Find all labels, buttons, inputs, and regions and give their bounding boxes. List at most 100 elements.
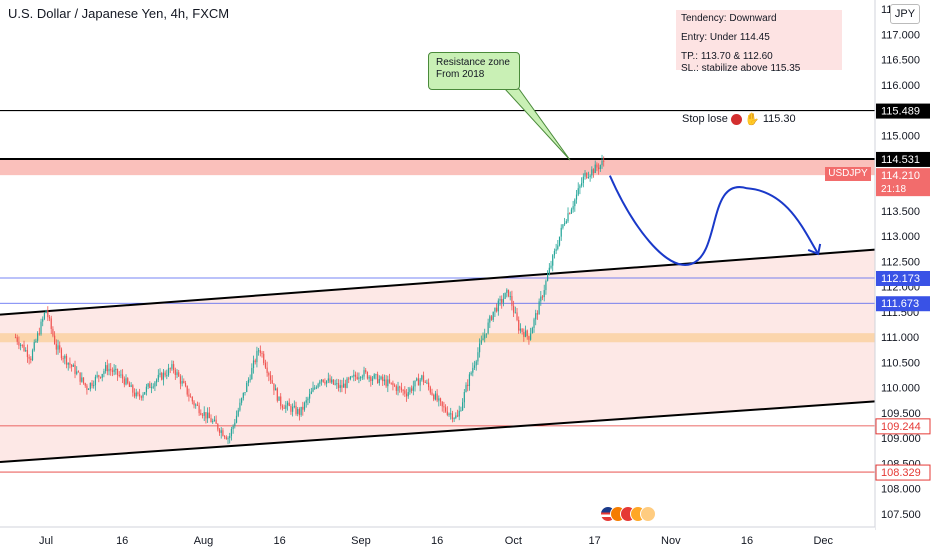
candle-body — [133, 392, 136, 397]
candle-body — [473, 365, 476, 368]
candle-body — [371, 378, 374, 381]
candle-body — [589, 175, 591, 178]
candle-body — [317, 383, 319, 388]
candle-body — [555, 248, 557, 251]
candle-body — [477, 352, 479, 362]
candle-body — [176, 372, 178, 375]
candle-body — [405, 393, 408, 397]
candle-body — [300, 406, 302, 415]
candle-body — [448, 413, 450, 415]
candle-body — [244, 392, 246, 394]
callout-line-1: Resistance zone — [436, 57, 510, 68]
info-sl: SL.: stabilize above 115.35 — [681, 63, 801, 74]
candle-body — [531, 327, 533, 334]
candle-body — [603, 160, 605, 162]
candle-body — [307, 398, 309, 401]
candle-body — [496, 307, 498, 312]
candle-body — [45, 310, 47, 314]
price-tag — [876, 168, 930, 197]
candle-body — [439, 398, 442, 402]
candle-body — [470, 372, 472, 375]
candle-body — [441, 401, 443, 407]
candle-body — [451, 413, 454, 420]
candle-body — [276, 388, 278, 401]
candle-body — [368, 376, 370, 379]
candle-body — [275, 388, 277, 391]
candle-body — [319, 381, 321, 384]
resistance-callout[interactable]: Resistance zone From 2018 — [428, 52, 520, 90]
candle-body — [57, 345, 59, 350]
candle-body — [190, 396, 192, 398]
chart-title: U.S. Dollar / Japanese Yen, 4h, FXCM — [8, 6, 230, 21]
y-tick-label: 109.000 — [881, 433, 921, 445]
x-tick-label: 16 — [274, 535, 286, 547]
candle-body — [416, 378, 418, 381]
y-tick-label: 107.500 — [881, 509, 921, 521]
candle-body — [480, 340, 482, 344]
x-tick-labels: Jul 16 Aug 16 Sep 16 Oct 17 Nov 16 Dec — [39, 535, 834, 547]
candle-body — [530, 333, 532, 340]
candle-body — [421, 375, 423, 380]
channel-upper-line — [0, 248, 876, 316]
candle-body — [397, 386, 399, 391]
candle-body — [511, 296, 513, 306]
currency-button[interactable]: JPY — [890, 4, 920, 24]
candle-body — [349, 376, 352, 380]
candle-body — [28, 357, 30, 359]
candle-body — [246, 382, 248, 393]
callout-line-2: From 2018 — [436, 69, 485, 80]
event-flags[interactable] — [600, 506, 656, 522]
candle-body — [98, 375, 100, 377]
candle-body — [343, 383, 345, 388]
candle-body — [239, 402, 241, 411]
candle-body — [84, 383, 86, 386]
candle-body — [348, 378, 350, 380]
candle-body — [208, 412, 210, 419]
candle-body — [419, 379, 421, 386]
candle-body — [558, 236, 561, 246]
candle-body — [220, 430, 222, 433]
candle-body — [207, 412, 209, 419]
candle-body — [86, 385, 88, 390]
candle-body — [191, 397, 193, 402]
price-tag-label: 114.531 — [881, 154, 920, 166]
candle-body — [184, 383, 187, 386]
candle-body — [373, 374, 375, 379]
candle-body — [324, 381, 326, 384]
candle-body — [334, 383, 336, 385]
candle-body — [557, 245, 559, 249]
stop-lose-note[interactable]: Stop lose ✋ 115.30 — [682, 112, 796, 126]
event-icon-yellow[interactable] — [640, 506, 656, 522]
candle-body — [431, 392, 433, 395]
candle-body — [59, 345, 61, 350]
candle-body — [560, 227, 562, 237]
candle-body — [37, 333, 39, 341]
candle-body — [118, 375, 120, 377]
candle-body — [327, 378, 329, 381]
info-tendency: Tendency: Downward — [681, 13, 777, 24]
candle-body — [18, 341, 20, 346]
y-tick-label: 109.500 — [881, 408, 921, 420]
trade-info-box[interactable]: Tendency: Downward Entry: Under 114.45 T… — [676, 10, 842, 74]
x-tick-label: Nov — [661, 535, 681, 547]
candle-body — [166, 375, 168, 377]
candle-body — [409, 388, 411, 393]
candle-body — [55, 343, 57, 350]
candle-body — [370, 376, 372, 381]
y-tick-label: 113.500 — [881, 206, 920, 218]
candle-body — [458, 410, 460, 417]
candle-body — [412, 386, 414, 391]
candle-body — [298, 409, 301, 415]
candle-body — [122, 374, 124, 379]
candle-body — [547, 274, 549, 281]
candle-body — [269, 375, 272, 381]
candle-body — [504, 292, 506, 299]
candle-body — [519, 328, 522, 331]
candle-body — [213, 419, 216, 421]
candle-body — [156, 379, 158, 383]
candle-body — [463, 392, 465, 403]
candle-body — [254, 360, 256, 363]
candle-body — [159, 373, 161, 375]
candle-body — [521, 328, 523, 332]
